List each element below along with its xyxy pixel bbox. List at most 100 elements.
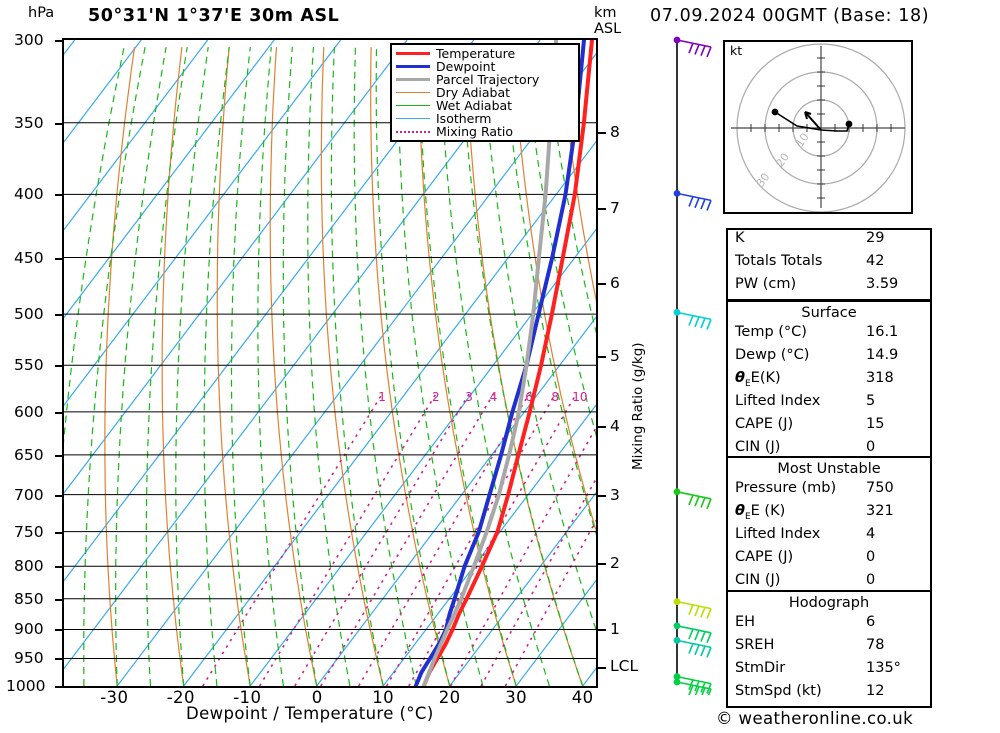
surface-table: Surface Temp (°C) 16.1 Dewp (°C) 14.9 θEE(K) 3…: [726, 300, 932, 464]
pressure-tick-label: 550: [14, 356, 44, 375]
isotherm-line: [64, 40, 342, 407]
isotherm-line: [64, 40, 209, 231]
pressure-tick-mark: [55, 686, 63, 688]
pressure-tick-label: 1000: [6, 677, 46, 695]
wet-adiabat-line: [257, 47, 284, 686]
pressure-tick-label: 650: [14, 445, 44, 464]
table-row-value: 15: [866, 416, 885, 432]
pressure-tick-label: 800: [14, 557, 44, 576]
mixing-ratio-label: 2: [432, 390, 440, 404]
temperature-tick-label: 30: [505, 688, 527, 707]
dry-adiabat-line: [269, 47, 318, 686]
pressure-tick-mark: [55, 566, 63, 569]
dry-adiabat-line: [512, 47, 596, 533]
altitude-tick-label: 5: [610, 346, 620, 365]
altitude-tick-mark: [598, 426, 606, 429]
hodograph-stats-table: Hodograph EH 6 SREH 78 StmDir 135° StmSpd (kt) 1…: [726, 590, 932, 708]
hodograph-unit-label: kt: [730, 43, 743, 58]
table-row: θEE(K) 318: [728, 370, 930, 393]
table-row-label: θEE(K): [735, 370, 781, 389]
skewt-plot-area[interactable]: 12346810152025: [62, 38, 598, 688]
altitude-tick-mark: [598, 208, 606, 211]
table-heading: Most Unstable: [777, 461, 881, 477]
temperature-tick-label: -20: [166, 688, 195, 707]
wind-barb: [673, 622, 712, 644]
pressure-tick-mark: [55, 40, 63, 42]
pressure-tick-label: 600: [14, 402, 44, 421]
wet-adiabat-line: [64, 46, 125, 444]
legend-item-label: Isotherm: [436, 111, 492, 126]
pressure-tick-label: 450: [14, 248, 44, 267]
altitude-tick-label: 8: [610, 122, 620, 141]
table-row-label: CAPE (J): [735, 416, 794, 432]
wind-barb-profile: [673, 36, 712, 695]
isotherm-line: [382, 404, 596, 686]
table-row-label: Lifted Index: [735, 393, 821, 409]
isotherm-line: [64, 40, 275, 319]
table-row: Pressure (mb) 750: [728, 480, 930, 503]
wet-adiabat-line: [203, 47, 230, 686]
altitude-tick-mark: [598, 355, 606, 358]
table-row-value: 29: [866, 230, 885, 246]
table-row-label: Totals Totals: [735, 253, 823, 269]
hodograph-plot[interactable]: 10 20 30 kt: [723, 40, 913, 214]
legend-item-parcel-trajectory: Parcel Trajectory: [396, 72, 574, 87]
table-row-label: Lifted Index: [735, 526, 821, 542]
table-row-label: Dewp (°C): [735, 347, 810, 363]
legend-item-label: Wet Adiabat: [436, 98, 513, 113]
wet-adiabat-line: [175, 47, 209, 686]
table-row-value: 3.59: [866, 276, 899, 292]
hodograph-ring-label: 30: [754, 171, 773, 190]
wet-adiabat-line: [353, 47, 417, 686]
table-row-label: Pressure (mb): [735, 480, 837, 496]
pressure-tick-mark: [55, 629, 63, 632]
wind-barb: [673, 598, 712, 619]
profile-dewpoint: [413, 40, 586, 686]
hodograph-ring-label: 20: [773, 151, 792, 170]
temperature-tick-label: 20: [438, 688, 461, 707]
pressure-tick-mark: [55, 531, 63, 534]
legend-item-temperature: Temperature: [396, 46, 574, 61]
table-heading: Hodograph: [788, 595, 870, 611]
table-row: Lifted Index 5: [728, 393, 930, 416]
table-row-label: EH: [735, 614, 756, 630]
table-row-value: 5: [866, 393, 876, 409]
storm-motion-arrow: [804, 111, 822, 131]
profile-temperature: [421, 40, 594, 686]
legend-item-label: Dewpoint: [436, 59, 496, 74]
altitude-tick-mark: [598, 562, 606, 565]
pressure-tick-mark: [55, 257, 63, 260]
mixing-ratio-line: [294, 393, 470, 686]
skewt-svg: 12346810152025: [64, 40, 596, 686]
legend-item-label: Temperature: [436, 46, 516, 61]
mixing-ratio-line: [385, 393, 557, 686]
dry-adiabat-line: [216, 47, 251, 686]
altitude-tick-label: 2: [610, 553, 620, 572]
wet-adiabat-line: [502, 47, 596, 536]
table-row-value: 321: [866, 503, 894, 519]
table-row-label: PW (cm): [735, 276, 797, 292]
wet-adiabat-line: [114, 46, 167, 686]
pressure-tick-label: 500: [14, 305, 44, 324]
pressure-tick-mark: [55, 658, 63, 661]
temperature-tick-label: -10: [233, 688, 262, 707]
pressure-tick-mark: [55, 598, 63, 601]
altitude-tick-mark: [598, 131, 606, 134]
table-row-value: 750: [866, 480, 894, 496]
mixing-ratio-label: 6: [525, 390, 533, 404]
dry-adiabat-line: [104, 47, 136, 686]
dry-adiabat-line: [417, 47, 517, 686]
table-row-label: CIN (J): [735, 572, 781, 588]
chart-legend: Temperature Dewpoint Parcel Trajectory Dry …: [390, 43, 580, 142]
table-row: EH 6: [728, 614, 930, 637]
table-row: CIN (J) 0: [728, 439, 930, 462]
table-row: Totals Totals 42: [728, 253, 930, 276]
table-row-label: StmSpd (kt): [735, 683, 822, 699]
table-row-label: StmDir: [735, 660, 786, 676]
table-row: Dewp (°C) 14.9: [728, 347, 930, 370]
lcl-label: LCL: [610, 656, 639, 675]
temperature-tick-label: -30: [100, 688, 129, 707]
legend-color-swatch: [396, 92, 430, 93]
